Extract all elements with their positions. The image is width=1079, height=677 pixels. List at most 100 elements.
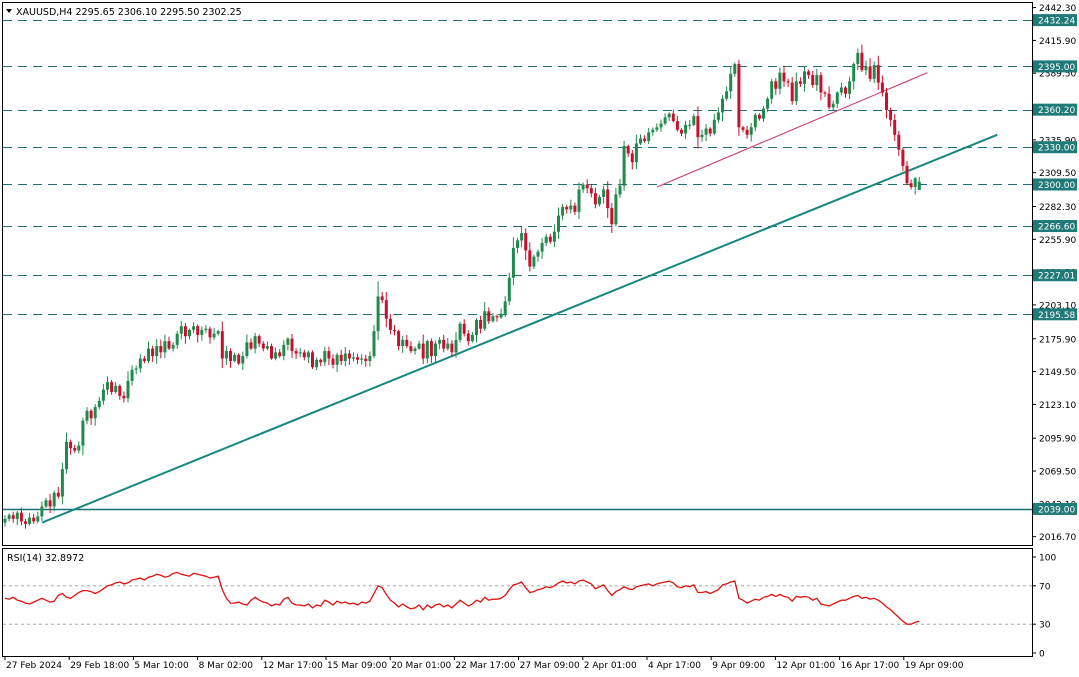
time-tick-label: 20 Mar 01:00 (391, 661, 451, 671)
candle-body (397, 331, 401, 347)
candle-body (28, 517, 32, 524)
candle-body (856, 52, 860, 64)
time-tick-label: 22 Mar 17:00 (455, 661, 515, 671)
candle-body (786, 81, 790, 83)
candle-body (339, 354, 343, 362)
candle-body (11, 515, 15, 519)
candle-body (872, 65, 876, 79)
candle-body (257, 336, 261, 344)
candle-body (569, 205, 573, 210)
candle-body (618, 185, 622, 195)
candle-body (516, 240, 519, 248)
candle-body (274, 352, 278, 359)
rsi-tick-label: 100 (1039, 554, 1056, 564)
price-tick-label: 2389.50 (1039, 70, 1076, 80)
level-badge-label: 2432.24 (1038, 17, 1075, 27)
candle-body (335, 354, 339, 365)
level-badge-label: 2360.20 (1038, 106, 1075, 116)
symbol-menu-triangle-icon[interactable] (6, 9, 12, 13)
time-tick-label: 12 Apr 01:00 (776, 661, 835, 671)
candle-body (110, 382, 114, 393)
time-tick-label: 2 Apr 01:00 (584, 661, 637, 671)
trendline-rising-support[interactable] (41, 133, 998, 524)
time-tick-label: 12 Mar 17:00 (263, 661, 323, 671)
candle-body (552, 231, 556, 242)
candle-body (880, 82, 884, 93)
candle-body (598, 196, 601, 205)
candle-body (446, 343, 450, 349)
rsi-pane-frame (2, 548, 1033, 657)
candle-body (278, 352, 282, 357)
price-tick-label: 2255.90 (1039, 236, 1076, 246)
candle-body (138, 358, 142, 369)
price-tick-label: 2309.50 (1039, 169, 1076, 179)
candle-body (458, 323, 462, 340)
candle-body (114, 385, 118, 393)
candle-body (44, 500, 48, 507)
candle-body (544, 236, 548, 243)
level-badge-label: 2039.00 (1038, 505, 1075, 515)
candle-body (639, 138, 642, 144)
candle-body (265, 346, 269, 349)
candle-body (261, 343, 265, 349)
candle-body (885, 92, 888, 110)
candle-body (659, 123, 663, 128)
candle-body (725, 91, 729, 99)
level-badge (1033, 103, 1077, 116)
candle-body (73, 448, 77, 451)
candle-body (565, 206, 569, 210)
candle-body (97, 400, 101, 408)
time-tick-label: 9 Apr 09:00 (712, 661, 765, 671)
candle-body (831, 103, 835, 108)
candle-body (233, 354, 237, 362)
candle-body (778, 72, 782, 89)
candle-body (893, 119, 897, 135)
candle-body (393, 329, 396, 332)
candle-body (651, 129, 655, 133)
candle-body (356, 357, 360, 360)
candle-body (548, 236, 552, 242)
rsi-indicator-label: RSI(14) 32.8972 (7, 553, 84, 564)
candle-body (380, 296, 384, 301)
candle-body (622, 145, 626, 186)
candle-body (167, 341, 171, 349)
candle-body (536, 251, 540, 257)
candle-body (429, 341, 433, 357)
candle-body (794, 81, 798, 102)
candle-body (643, 138, 647, 141)
rsi-tick-label: 30 (1039, 621, 1051, 631)
rsi-tick-label: 0 (1039, 650, 1045, 660)
candle-body (745, 129, 749, 135)
candle-body (183, 326, 187, 337)
candle-body (630, 153, 634, 163)
main-pane-frame (2, 2, 1033, 546)
candle-body (680, 129, 683, 134)
candle-body (589, 188, 593, 194)
candle-body (815, 75, 819, 86)
candle-body (134, 368, 138, 370)
candle-body (384, 300, 388, 319)
candle-body (905, 165, 909, 184)
candle-body (917, 181, 921, 190)
candle-body (93, 407, 97, 419)
candle-body (848, 81, 852, 94)
candle-body (729, 73, 733, 92)
candle-body (52, 492, 56, 507)
candle-body (708, 128, 712, 134)
candle-body (282, 344, 286, 357)
candle-body (118, 385, 122, 396)
candle-body (323, 351, 327, 363)
candle-body (475, 319, 478, 335)
candle-body (253, 336, 257, 349)
candle-body (909, 183, 913, 187)
candle-body (889, 109, 893, 120)
candle-body (524, 232, 528, 251)
candle-body (130, 369, 134, 381)
candle-body (368, 356, 372, 362)
price-tick-label: 2016.70 (1039, 533, 1076, 543)
candle-body (224, 351, 228, 359)
candle-body (319, 359, 323, 363)
candle-body (581, 184, 585, 190)
